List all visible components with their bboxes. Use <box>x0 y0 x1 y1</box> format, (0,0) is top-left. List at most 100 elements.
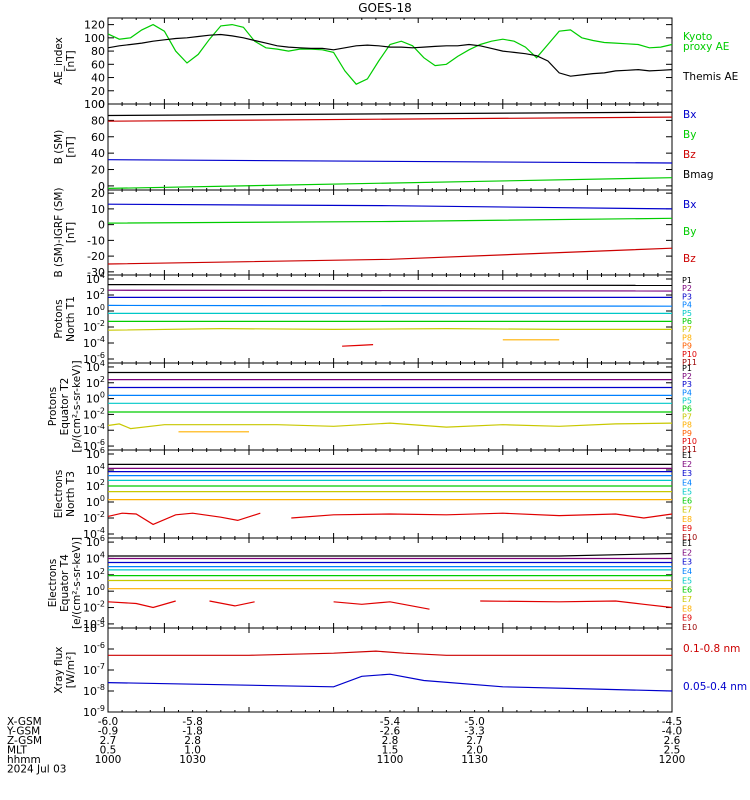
series-line-P7 <box>107 327 672 331</box>
x-row-value: 1000 <box>95 754 122 766</box>
y-tick-label: 10-4 <box>83 422 105 437</box>
x-row-value: 1.0 <box>184 745 201 757</box>
y-tick-label: 10-6 <box>83 641 105 656</box>
y-axis-label: Electrons <box>47 559 59 608</box>
plot-title: GOES-18 <box>358 1 412 15</box>
y-tick-label: 102 <box>86 375 105 390</box>
x-row-value: 1100 <box>377 754 404 766</box>
y-tick-label: 10-2 <box>83 406 105 421</box>
series-line-Bmag <box>107 111 673 117</box>
series-line-Bz <box>107 247 673 265</box>
y-tick-label: 0 <box>98 219 105 232</box>
x-row-value: 0.5 <box>100 745 117 757</box>
series-line-E1 <box>108 552 673 557</box>
channel-legend-label: E3 <box>682 469 692 478</box>
y-tick-label: 10 <box>91 203 105 216</box>
x-row-value: -4.5 <box>662 716 683 728</box>
y-tick-label: 10-5 <box>83 620 105 635</box>
series-line-E9 <box>480 600 673 609</box>
legend-bz: Bz <box>683 253 696 265</box>
legend-themis-ae: Themis AE <box>682 71 738 83</box>
y-tick-label: 104 <box>86 550 105 565</box>
channel-legend-label: P4 <box>682 301 692 310</box>
y-tick-label: 40 <box>91 147 105 160</box>
series-line-Bx <box>107 159 673 164</box>
channel-legend-label: P8 <box>682 421 692 430</box>
panel-frame <box>107 449 673 539</box>
x-row-value: 2.7 <box>100 735 117 747</box>
y-tick-label: 100 <box>84 32 105 45</box>
x-row-label: hhmm <box>7 754 41 766</box>
x-row-label: X-GSM <box>7 716 42 728</box>
x-row-value: -5.0 <box>464 716 485 728</box>
legend-by: By <box>683 129 696 141</box>
panel-frame <box>107 103 673 191</box>
series-line-0.1-0.8 nm <box>108 650 672 656</box>
channel-legend-label: P1 <box>682 364 692 373</box>
legend-bmag: Bmag <box>683 169 714 181</box>
y-tick-label: -20 <box>87 250 105 263</box>
y-tick-label: 60 <box>91 58 105 71</box>
y-tick-label: -30 <box>87 266 105 279</box>
x-row-value: -5.4 <box>380 716 401 728</box>
channel-legend-label: P2 <box>682 284 692 293</box>
y-tick-label: 102 <box>86 478 105 493</box>
y-axis-label: [nT] <box>65 50 77 71</box>
y-axis-label: [nT] <box>65 136 77 157</box>
y-tick-label: 80 <box>91 45 105 58</box>
y-axis-label: Equator T4 <box>59 554 71 612</box>
y-tick-label: 80 <box>91 114 105 127</box>
chart-panel: 10-9 10-8 10-7 10-6 10-5 Xray flux [W/m²] 0.1-0… <box>53 620 747 719</box>
x-row-value: 2.8 <box>184 735 201 747</box>
legend-0-1-0-8-nm: 0.1-0.8 nm <box>683 643 740 655</box>
y-tick-label: 40 <box>91 72 105 85</box>
channel-legend-label: E9 <box>682 614 692 623</box>
series-line-Bz <box>107 116 673 122</box>
y-axis-label: Equator T2 <box>59 378 71 436</box>
channel-legend-label: P1 <box>682 276 692 285</box>
y-axis-label: Protons <box>53 299 65 338</box>
x-row-value: 1030 <box>179 754 206 766</box>
series-line-P10 <box>342 344 374 347</box>
channel-legend-label: E3 <box>682 558 692 567</box>
y-tick-label: 10-4 <box>83 616 105 631</box>
y-tick-label: 10-2 <box>83 319 105 334</box>
x-row-value: -1.8 <box>182 726 203 738</box>
x-row-label: Y-GSM <box>6 726 40 738</box>
y-tick-label: 100 <box>86 494 105 509</box>
y-tick-label: 10-2 <box>83 600 105 615</box>
channel-legend-label: E7 <box>682 506 692 515</box>
panel-frame <box>107 17 673 105</box>
y-axis-label: B (SM)-IGRF (SM) <box>53 187 65 277</box>
channel-legend-label: E1 <box>682 539 692 548</box>
channel-legend-label: P9 <box>682 429 692 438</box>
x-row-label: MLT <box>7 745 27 757</box>
series-line-E9 <box>291 512 673 519</box>
series-line-P4 <box>107 304 673 307</box>
y-tick-label: 10-6 <box>83 438 105 453</box>
channel-legend-label: P8 <box>682 333 692 342</box>
channel-legend-label: E2 <box>682 460 692 469</box>
legend-bx: Bx <box>683 109 696 121</box>
channel-legend-label: E10 <box>682 533 697 542</box>
x-row-value: -6.0 <box>98 716 119 728</box>
x-row-value: -4.0 <box>662 726 683 738</box>
channel-legend-label: P10 <box>682 350 697 359</box>
y-tick-label: 120 <box>84 19 105 32</box>
legend-bx: Bx <box>683 199 696 211</box>
x-row-value: 2.5 <box>664 745 681 757</box>
y-axis-label: Xray flux <box>53 647 65 694</box>
channel-legend-label: P9 <box>682 342 692 351</box>
y-axis-label: North T1 <box>65 296 77 342</box>
y-axis-label: Protons <box>47 387 59 426</box>
panel-frame <box>107 362 673 451</box>
y-tick-label: 100 <box>86 391 105 406</box>
x-row-value: -5.8 <box>182 716 203 728</box>
channel-legend-label: E8 <box>682 604 692 613</box>
y-tick-label: 0 <box>98 180 105 193</box>
y-tick-label: 104 <box>86 462 105 477</box>
channel-legend-label: P3 <box>682 292 692 301</box>
